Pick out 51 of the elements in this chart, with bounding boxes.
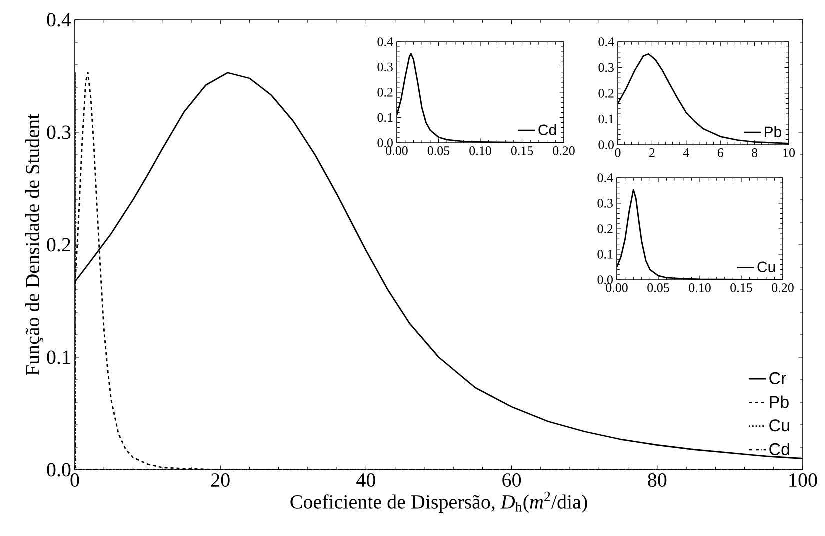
y-tick-label: 0.2 [47,238,70,252]
y-tick-label: 0.2 [598,224,613,234]
y-tick-label: 0.3 [598,199,613,208]
legend-label: Cr [770,372,786,384]
y-tick-label: 0.0 [598,140,614,150]
x-axis-title: Coeficiente de Dispersão, D$_{h}$(m$^{2}$/dia) [290,492,588,513]
legend-label: Pb [764,126,782,138]
y-tick-label: 0.3 [47,126,71,140]
legend-label: Pb [770,396,789,408]
x-tick-label: 0.20 [772,284,794,292]
x-tick-label: 0.20 [553,146,575,156]
x-tick-label: 10 [784,148,796,158]
y-tick-label: 0.0 [47,463,71,477]
x-tick-label: 0.15 [730,284,752,292]
x-tick-label: 0 [70,474,80,488]
y-tick-label: 0.0 [598,276,613,284]
y-tick-label: 0.2 [598,89,614,98]
x-tick-label: 4 [683,148,690,158]
x-tick-label: 6 [718,148,724,158]
legend-label: Cd [770,442,790,456]
x-tick-label: 80 [648,474,667,488]
y-tick-label: 0.4 [598,174,614,182]
legend-label: Cu [770,420,790,432]
x-tick-label: 0.00 [386,146,408,156]
y-tick-label: 0.1 [47,350,70,364]
x-tick-label: 2 [650,148,655,158]
legend-label: Cd [538,124,556,136]
y-tick-label: 0.3 [598,63,614,72]
x-tick-label: 0.00 [606,284,628,292]
y-tick-label: 0.4 [598,38,614,46]
x-tick-label: 0.15 [511,146,534,156]
y-tick-label: 0.1 [598,114,614,124]
x-tick-label: 40 [356,474,376,488]
legend-label: Cu [758,262,776,272]
y-tick-label: 0.1 [598,250,613,259]
x-tick-label: 20 [211,474,230,488]
y-tick-label: 0.3 [378,62,393,72]
x-tick-label: 0 [615,148,621,158]
y-tick-label: 0.2 [378,88,393,97]
x-tick-label: 0.05 [428,146,450,156]
x-tick-label: 0.10 [470,146,492,156]
x-tick-label: 0.10 [689,284,711,292]
y-tick-label: 0.1 [378,113,393,122]
x-tick-label: 100 [790,474,818,488]
y-axis-title: Função de Densidade de Student [25,114,44,376]
x-tick-label: 8 [752,148,758,158]
x-tick-label: 60 [502,474,522,488]
y-tick-label: 0.4 [378,38,394,46]
y-tick-label: 0.0 [378,138,393,148]
x-tick-label: 0.05 [648,284,670,292]
y-tick-label: 0.4 [47,13,72,27]
